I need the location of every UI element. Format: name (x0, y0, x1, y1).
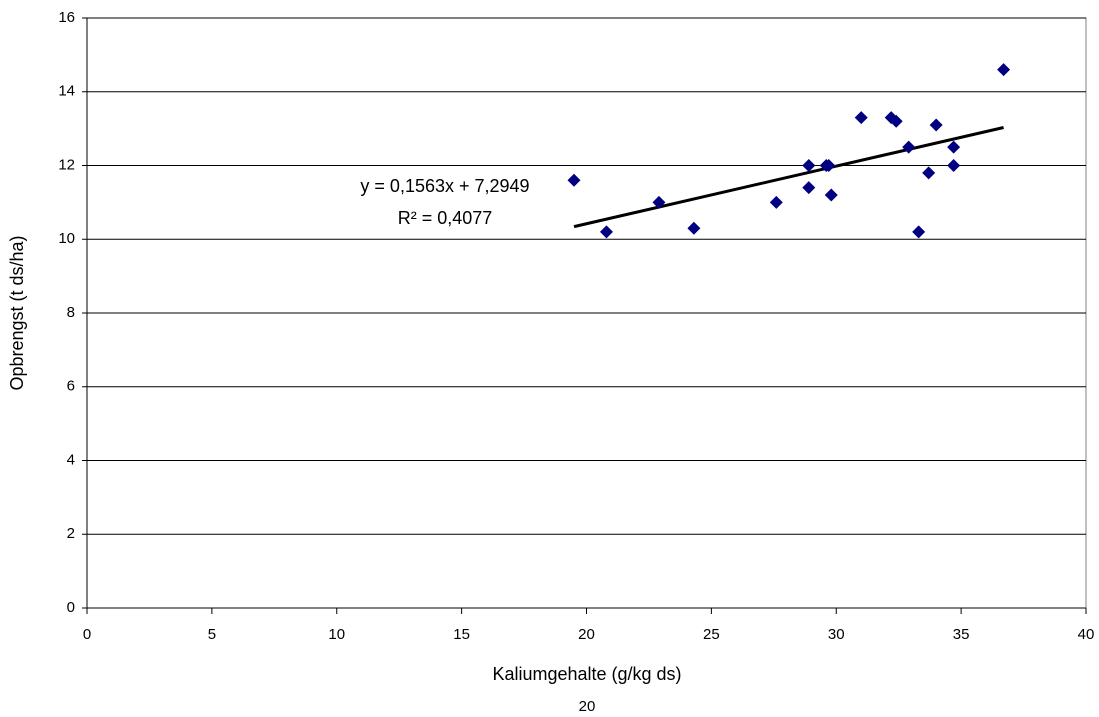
point (947, 159, 961, 172)
y-tick-label: 6 (67, 378, 75, 395)
y-tick-label: 0 (67, 599, 75, 616)
x-tick-label: 5 (208, 626, 216, 643)
point (854, 111, 868, 125)
trend-r2: R² = 0,4077 (398, 208, 493, 228)
point (929, 118, 943, 132)
point (802, 181, 816, 195)
point (902, 140, 916, 154)
x-tick-label: 15 (453, 626, 470, 643)
y-tick-label: 12 (58, 156, 75, 173)
x-tick-label: 10 (328, 626, 345, 643)
point (922, 166, 936, 180)
page-number: 20 (579, 698, 596, 715)
point (947, 140, 961, 154)
point (822, 159, 836, 172)
y-tick-label: 14 (58, 83, 75, 100)
y-axis-label: Opbrengst (t ds/ha) (7, 235, 27, 390)
y-tick-label: 4 (67, 451, 75, 468)
y-tick-label: 10 (58, 230, 75, 247)
x-axis-label: Kaliumgehalte (g/kg ds) (492, 664, 681, 684)
x-tick-label: 35 (953, 626, 970, 643)
trend-equation: y = 0,1563x + 7,2949 (360, 176, 529, 196)
point (769, 195, 783, 209)
y-tick-label: 2 (67, 525, 75, 542)
point (567, 173, 581, 187)
point (889, 114, 903, 128)
x-tick-label: 20 (578, 626, 595, 643)
trendline (573, 126, 1004, 229)
point (687, 221, 701, 235)
x-tick-label: 0 (83, 626, 91, 643)
point (652, 195, 666, 209)
x-tick-label: 25 (703, 626, 720, 643)
x-tick-label: 30 (828, 626, 845, 643)
point (802, 159, 816, 172)
point (912, 225, 926, 239)
y-tick-label: 8 (67, 304, 75, 321)
x-tick-label: 40 (1078, 626, 1095, 643)
y-tick-label: 16 (58, 9, 75, 26)
point (599, 225, 613, 239)
point (824, 188, 838, 202)
point (997, 63, 1011, 77)
